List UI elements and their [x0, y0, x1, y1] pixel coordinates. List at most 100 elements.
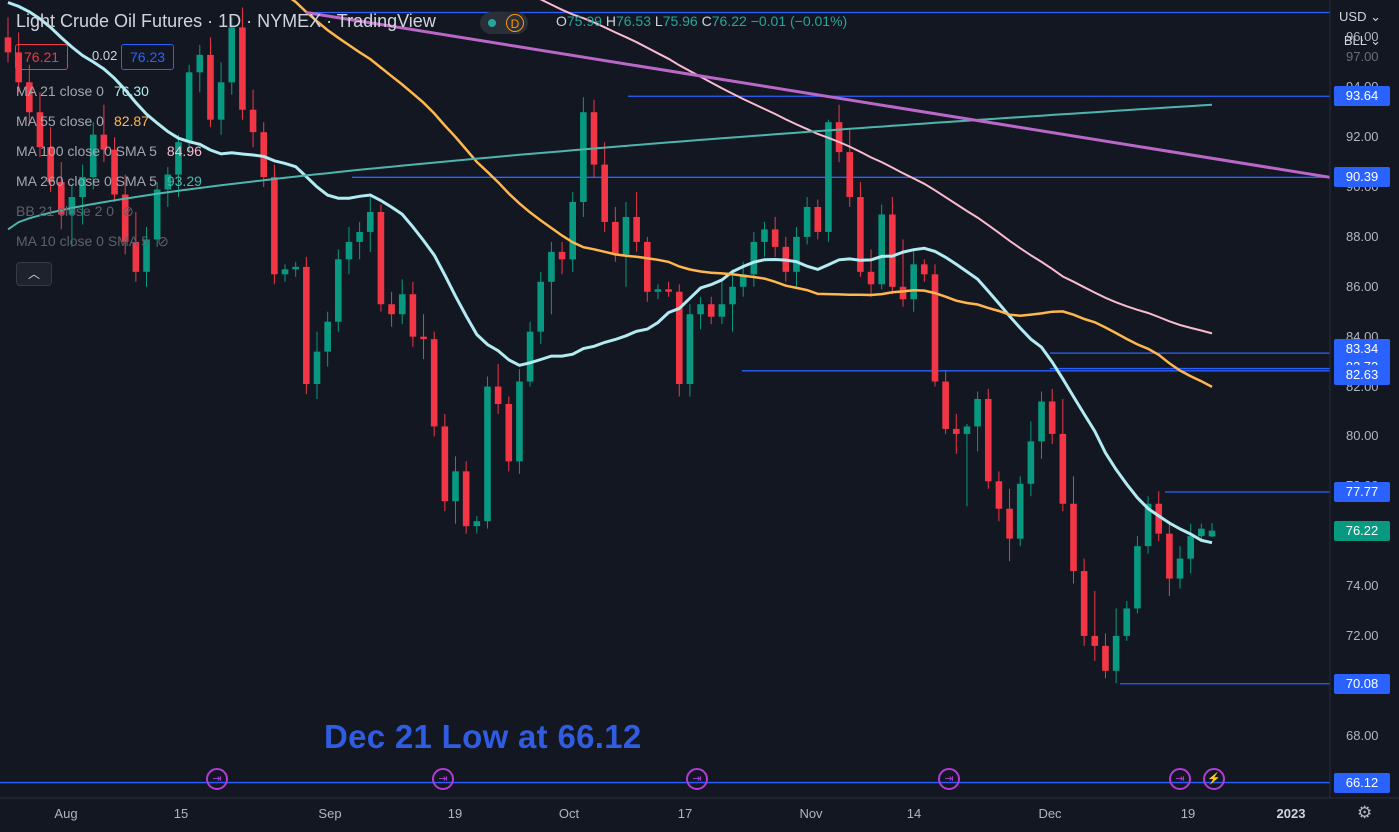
event-marker-icon[interactable]: ⇥ — [686, 768, 708, 790]
event-marker-icon[interactable]: ⇥ — [432, 768, 454, 790]
candle — [15, 32, 22, 93]
candle — [26, 64, 33, 125]
price-tick: 88.00 — [1346, 228, 1379, 244]
price-tick: 92.00 — [1346, 129, 1379, 145]
price-tick: 86.00 — [1346, 278, 1379, 294]
candle — [281, 264, 289, 282]
candle — [633, 192, 640, 252]
candle — [47, 127, 54, 193]
event-marker-icon[interactable]: ⇥ — [1169, 768, 1191, 790]
candle — [377, 204, 385, 312]
candle — [271, 164, 278, 285]
legend-ma260[interactable]: MA 260 close 0 SMA 5 93.29 — [16, 173, 202, 189]
candle — [558, 241, 566, 275]
candle — [548, 241, 555, 315]
event-marker-icon[interactable]: ⇥ — [938, 768, 960, 790]
price-label: 90.39 — [1334, 167, 1390, 188]
currency-label: USD — [1339, 9, 1367, 24]
low-value: 75.96 — [662, 13, 698, 29]
legend-bb21[interactable]: BB 21 close 2 0 ⊘ — [16, 203, 134, 220]
high-label: H — [605, 13, 616, 29]
candle — [590, 99, 598, 178]
candlesticks — [4, 7, 1216, 684]
eye-off-icon[interactable]: ⊘ — [157, 233, 169, 249]
close-label: C — [701, 13, 712, 29]
event-marker-icon[interactable]: ⇥ — [206, 768, 228, 790]
candle — [857, 182, 864, 277]
moving-averages — [7, 0, 1331, 545]
candle — [569, 192, 577, 272]
collapse-legend-button[interactable]: ︿ — [16, 262, 52, 286]
horizontal-levels — [0, 11, 1330, 784]
candle — [718, 281, 726, 325]
legend-value: 76.30 — [113, 83, 149, 99]
candle — [931, 264, 939, 387]
candle — [303, 256, 310, 395]
market-open-indicator — [488, 19, 496, 27]
legend-ma55[interactable]: MA 55 close 0 82.87 — [16, 113, 149, 129]
currency-selector[interactable]: USD ⌄ — [1339, 9, 1381, 24]
price-label: 70.08 — [1334, 673, 1390, 694]
candle — [921, 259, 928, 282]
candle — [686, 304, 694, 397]
candle — [878, 204, 886, 290]
price-label: 77.77 — [1334, 482, 1390, 503]
candle — [825, 119, 832, 242]
low-label: L — [654, 13, 663, 29]
delay-badge[interactable]: D — [506, 14, 524, 32]
candle — [984, 389, 992, 489]
legend-label: MA 10 close 0 SMA 5 — [16, 233, 150, 249]
buy-button[interactable]: 76.23 — [121, 44, 175, 70]
candle — [899, 239, 907, 307]
market-status[interactable]: D — [480, 12, 528, 34]
candle — [228, 17, 236, 95]
candle — [910, 249, 917, 312]
candle — [462, 461, 470, 534]
candle — [995, 471, 1003, 522]
candle — [1016, 476, 1024, 547]
legend-label: MA 21 close 0 — [16, 83, 104, 99]
candle — [1048, 389, 1056, 444]
legend-ma100[interactable]: MA 100 close 0 SMA 5 84.96 — [16, 143, 202, 159]
candle — [68, 184, 76, 247]
candle — [675, 284, 683, 397]
sell-button[interactable]: 76.21 — [15, 44, 69, 70]
candle — [207, 37, 214, 128]
chart-annotation[interactable]: Dec 21 Low at 66.12 — [324, 718, 642, 755]
candle — [1208, 522, 1216, 538]
candle — [239, 7, 246, 120]
high-value: 76.53 — [615, 13, 651, 29]
candle — [143, 226, 150, 287]
spread-value: 0.02 — [92, 48, 118, 63]
dividend-lightning-icon[interactable]: ⚡ — [1203, 768, 1225, 790]
candle — [942, 371, 949, 434]
price-tick-partial: 97.00 — [1346, 49, 1379, 64]
candle — [974, 391, 981, 452]
open-value: 75.99 — [566, 13, 602, 29]
candle — [1198, 523, 1205, 539]
candle — [196, 44, 204, 93]
candle — [601, 142, 608, 232]
candle — [324, 311, 331, 367]
time-tick: Oct — [558, 806, 580, 821]
time-tick: 15 — [173, 806, 189, 821]
price-tick: 72.00 — [1346, 627, 1379, 643]
eye-off-icon[interactable]: ⊘ — [122, 203, 134, 219]
candle — [761, 221, 768, 257]
candle — [473, 516, 481, 534]
candle — [260, 122, 268, 188]
legend-ma21[interactable]: MA 21 close 0 76.30 — [16, 83, 149, 99]
legend-value: 82.87 — [113, 113, 149, 129]
unit-selector[interactable]: BLL ⌄ — [1343, 33, 1381, 48]
candle — [79, 164, 86, 225]
candle — [622, 201, 630, 287]
candle — [356, 221, 363, 260]
candle — [100, 104, 108, 163]
legend-ma10[interactable]: MA 10 close 0 SMA 5 ⊘ — [16, 233, 169, 250]
legend-label: BB 21 close 2 0 — [16, 203, 115, 219]
candle — [1027, 421, 1035, 497]
settings-gear-icon[interactable]: ⚙ — [1357, 803, 1373, 822]
candle — [814, 199, 822, 240]
price-label: 66.12 — [1334, 772, 1390, 793]
